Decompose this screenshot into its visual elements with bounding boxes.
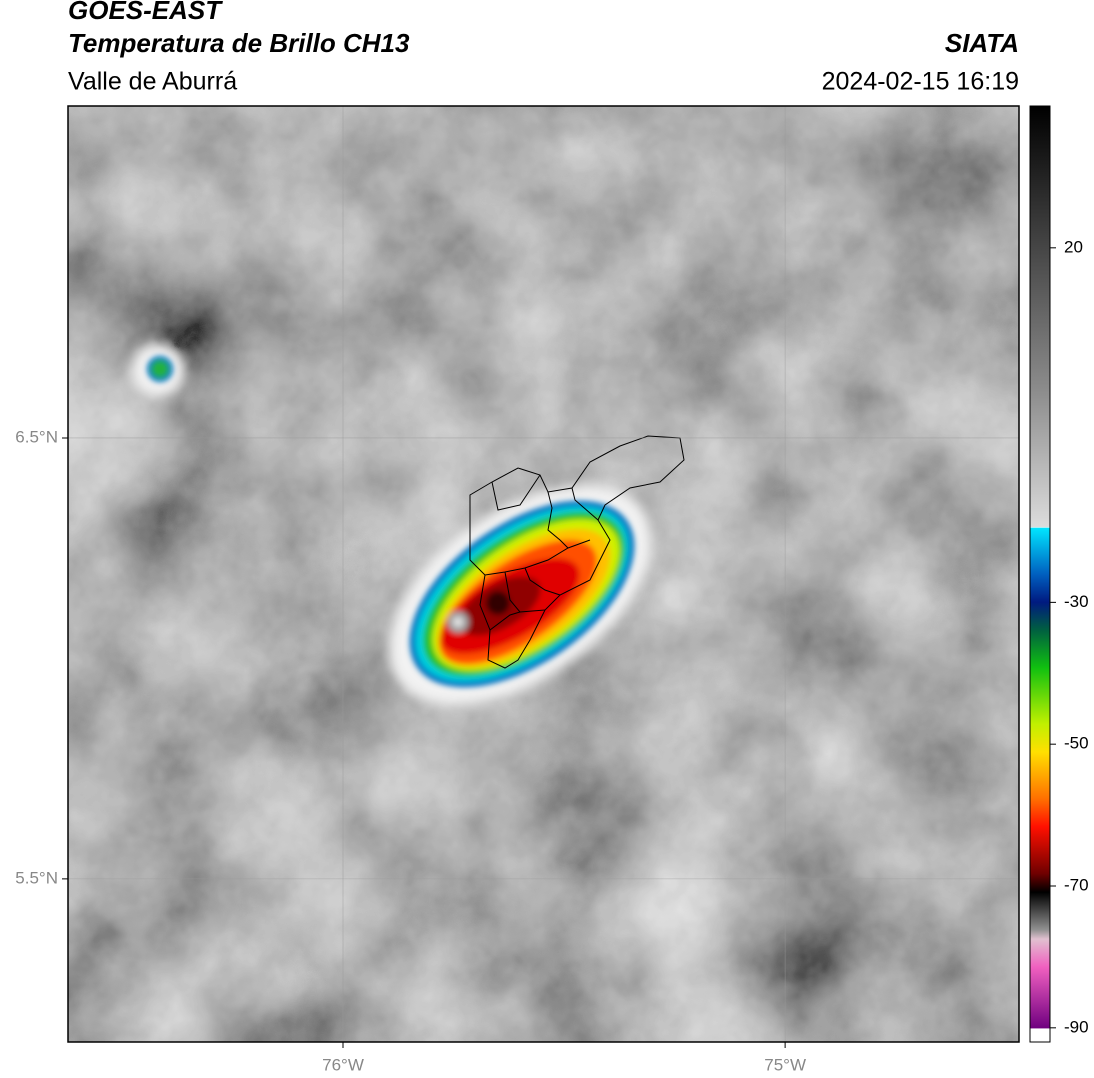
lat-label: 5.5°N bbox=[15, 868, 58, 887]
colorbar-tick-label: -50 bbox=[1064, 734, 1089, 753]
municipal-borders bbox=[469, 435, 685, 669]
subtitle: Temperatura de Brillo CH13 bbox=[68, 28, 410, 58]
colorbar bbox=[1029, 105, 1051, 1043]
region: Valle de Aburrá bbox=[68, 68, 237, 96]
colorbar-tick-label: -70 bbox=[1064, 875, 1089, 894]
graticule: 6.5°N 5.5°N 76°W 75°W bbox=[15, 106, 1019, 1074]
colorbar-ticks: 20 -30 -50 -70 -90 bbox=[1050, 237, 1089, 1036]
lon-label: 75°W bbox=[764, 1055, 806, 1074]
satellite-image bbox=[68, 106, 1019, 1042]
colorbar-tick-label: -90 bbox=[1064, 1017, 1089, 1036]
map-frame bbox=[67, 105, 1020, 1043]
colorbar-tick-label: 20 bbox=[1064, 237, 1083, 256]
colorbar-tick-label: -30 bbox=[1064, 592, 1089, 611]
lat-label: 6.5°N bbox=[15, 427, 58, 446]
title: GOES-EAST bbox=[68, 0, 223, 25]
timestamp: 2024-02-15 16:19 bbox=[822, 68, 1019, 96]
storm-cell bbox=[147, 356, 635, 688]
lon-label: 76°W bbox=[322, 1055, 364, 1074]
source: SIATA bbox=[945, 28, 1019, 58]
